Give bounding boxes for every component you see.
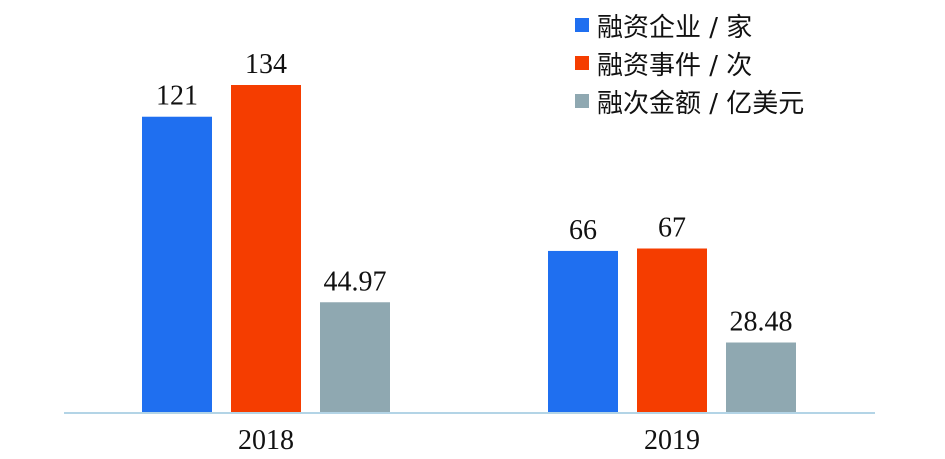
bar-events-2019: [637, 248, 707, 412]
bar-enterprises-2019: [548, 250, 618, 412]
legend-swatch-amount: [575, 94, 589, 108]
legend-label-amount: 融次金额 / 亿美元: [597, 88, 805, 119]
bar-enterprises-2018: [142, 116, 212, 412]
data-label-amount-2019: 28.48: [730, 307, 793, 338]
data-label-enterprises-2019: 66: [569, 215, 597, 246]
legend-item-events: 融资事件 / 次: [575, 44, 804, 82]
data-label-events-2019: 67: [658, 213, 686, 244]
legend: 融资企业 / 家 融资事件 / 次 融次金额 / 亿美元: [575, 6, 804, 120]
legend-item-amount: 融次金额 / 亿美元: [575, 82, 804, 120]
data-label-events-2018: 134: [245, 49, 287, 80]
x-tick-label-2018: 2018: [238, 425, 294, 456]
legend-label-enterprises: 融资企业 / 家: [597, 12, 753, 43]
legend-swatch-enterprises: [575, 18, 589, 32]
x-tick-label-2019: 2019: [644, 425, 700, 456]
bar-amount-2018: [320, 302, 390, 412]
legend-swatch-events: [575, 56, 589, 70]
data-label-enterprises-2018: 121: [156, 81, 198, 112]
data-label-amount-2018: 44.97: [324, 266, 387, 297]
bar-amount-2019: [726, 342, 796, 412]
legend-label-events: 融资事件 / 次: [597, 50, 753, 81]
legend-item-enterprises: 融资企业 / 家: [575, 6, 804, 44]
bar-events-2018: [231, 85, 301, 412]
